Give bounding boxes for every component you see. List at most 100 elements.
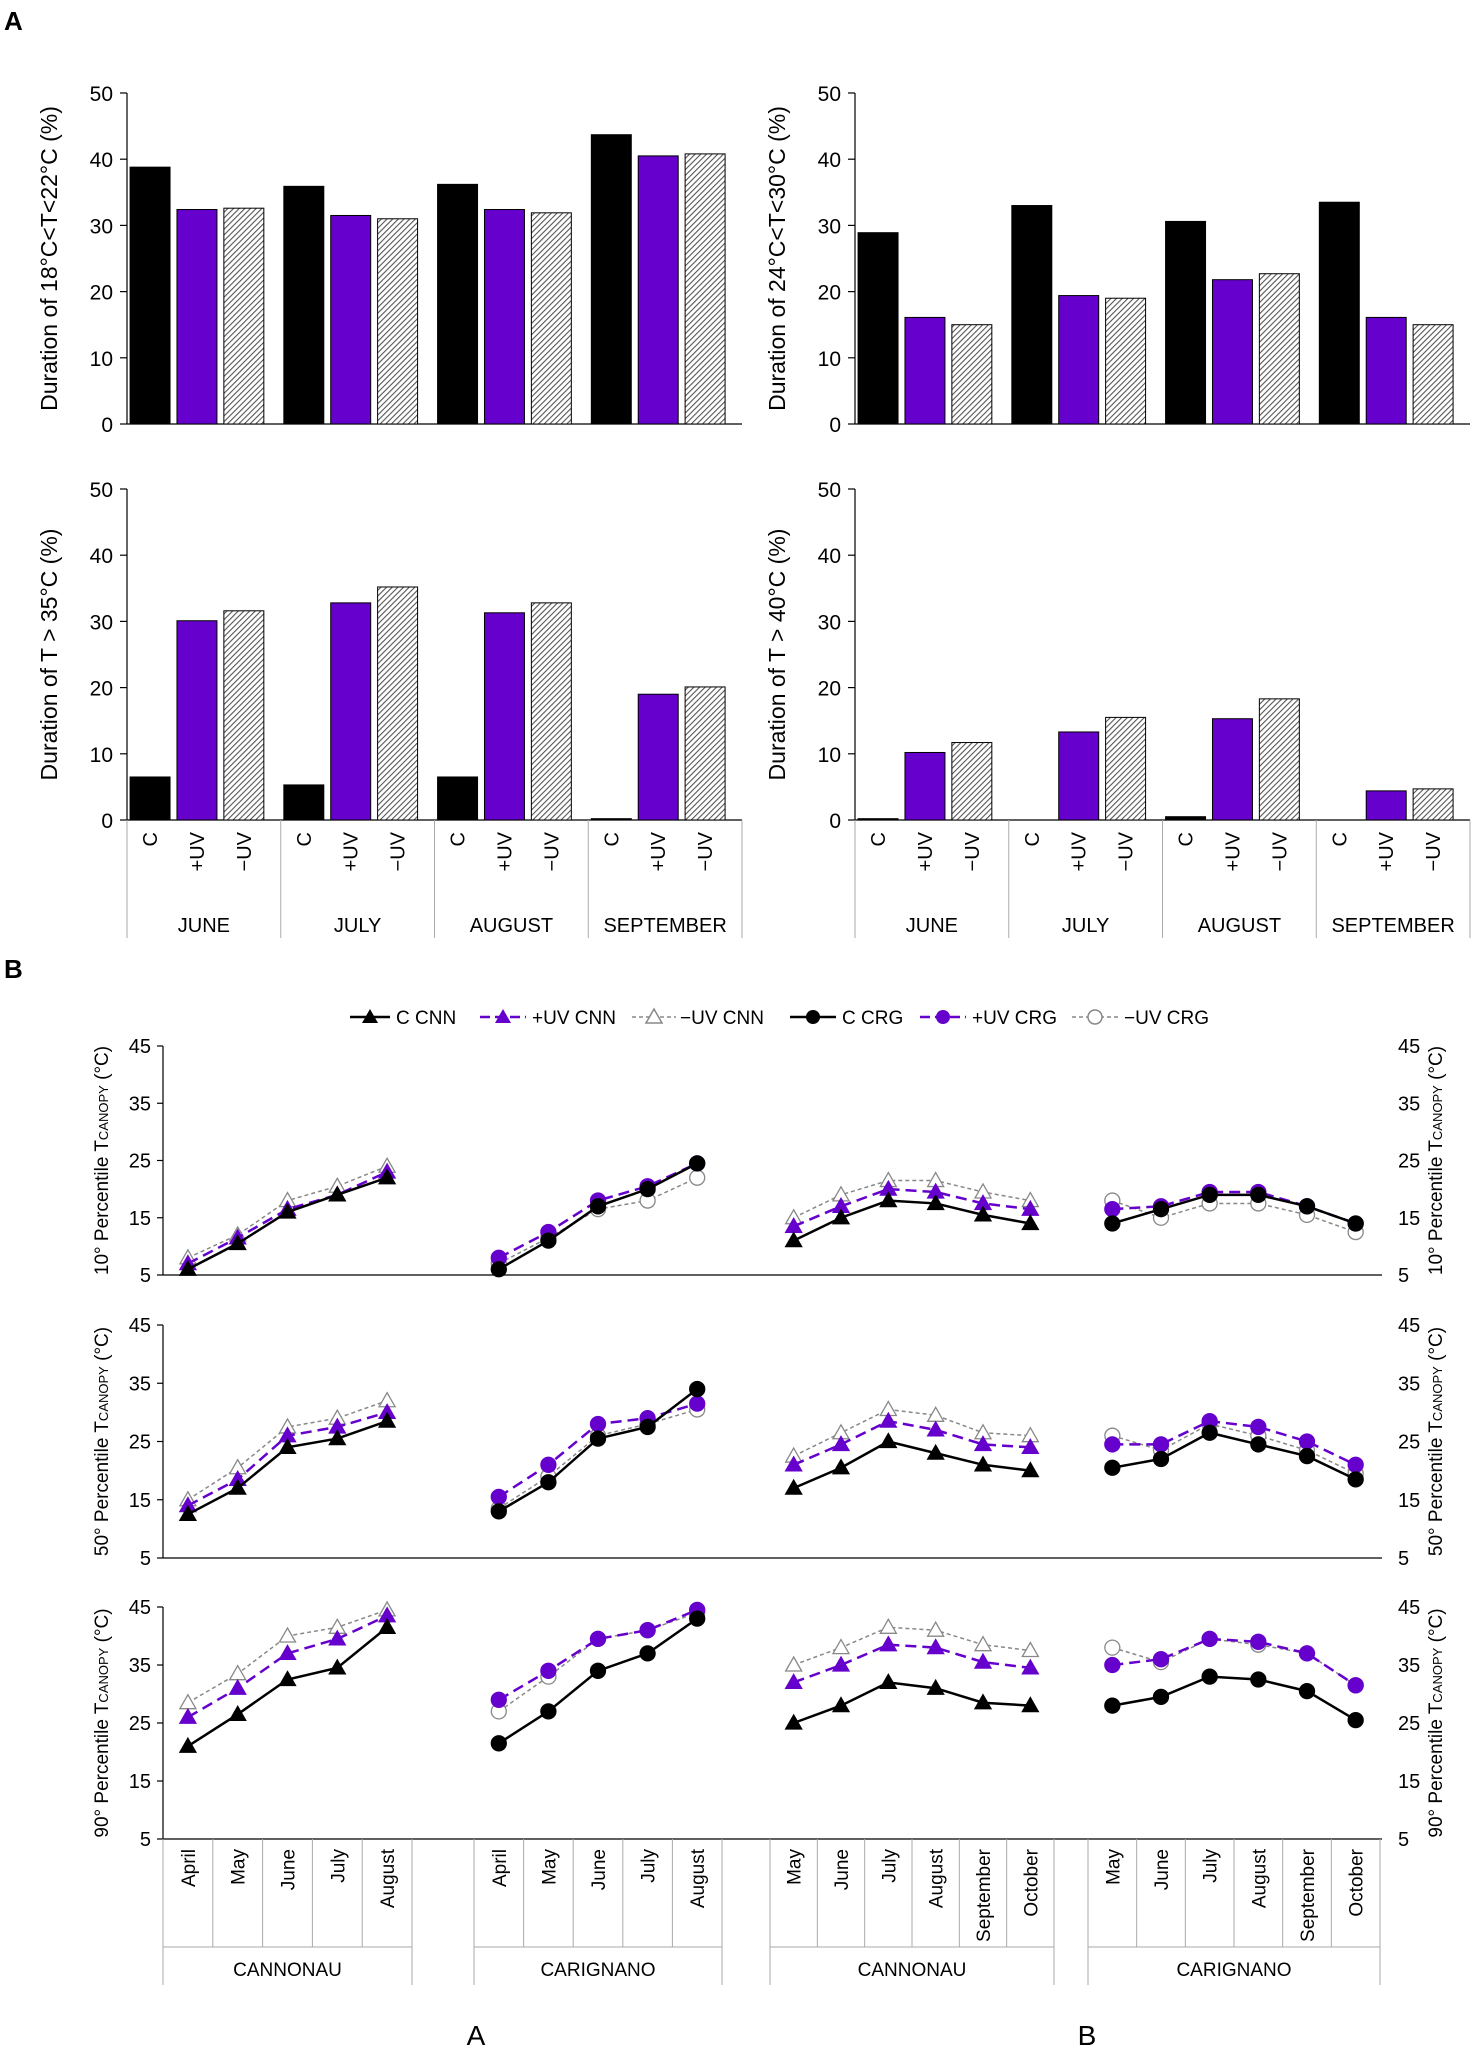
series-line-a-carignano-c: [498, 1388, 698, 1513]
point-a-carignano-c-july: [639, 1645, 656, 1662]
point-a-cannonau-c-april: [178, 1736, 198, 1753]
point-a-cannonau-minus-uv-june: [278, 1626, 297, 1643]
month-tick-may: May: [229, 1849, 250, 1885]
month-tick-august: August: [927, 1848, 948, 1908]
bar-september-c: [590, 134, 632, 425]
bar-september-plus-uv: [1365, 790, 1407, 821]
y-tick-label-left: 15: [129, 1490, 151, 1512]
treatment-label: C: [868, 832, 890, 846]
month-label-june: JUNE: [178, 915, 230, 937]
y-tick-label-right: 15: [1398, 1771, 1420, 1793]
y-axis-title: Duration of 24°C<T<30°C (%): [764, 106, 790, 411]
bar-june-minus-uv: [223, 207, 265, 425]
point-a-cannonau-c-may: [228, 1704, 247, 1721]
point-a-carignano-c-august: [689, 1610, 706, 1627]
point-a-carignano-plus-uv-july: [639, 1622, 656, 1639]
series-line-b-carignano-plus-uv: [1112, 1419, 1357, 1466]
y-tick-label-right: 45: [1398, 1036, 1420, 1058]
bar-june-c: [129, 776, 171, 821]
bar-august-plus-uv: [483, 612, 525, 821]
treatment-label: −UV: [388, 831, 410, 871]
month-tick-july: July: [879, 1849, 900, 1883]
bar-june-plus-uv: [176, 620, 218, 821]
y-tick-label: 0: [829, 810, 841, 833]
point-a-carignano-c-april: [490, 1261, 507, 1278]
point-a-carignano-plus-uv-may: [540, 1662, 557, 1679]
y-tick-label-right: 5: [1398, 1548, 1409, 1570]
series-line-b-cannonau-c: [793, 1199, 1031, 1242]
point-a-carignano-plus-uv-may: [540, 1456, 557, 1473]
y-tick-label-right: 25: [1398, 1713, 1420, 1735]
y-tick-label: 10: [818, 348, 841, 371]
point-b-cannonau-c-august: [926, 1443, 945, 1460]
legend-entry-uvp-cnn: +UV CNN: [480, 1008, 616, 1029]
line-chart-b-p10: 5 5 15 15 25 25 35 35 45 45 10° Percentile TCANOPY…: [92, 1036, 1447, 1287]
month-tick-august: August: [378, 1848, 399, 1908]
bar-june-c: [857, 818, 899, 821]
point-b-cannonau-c-june: [831, 1208, 851, 1225]
month-tick-june: June: [279, 1849, 300, 1890]
point-b-cannonau-c-august: [926, 1678, 945, 1695]
legend-marker-uvm-crg: [1087, 1009, 1103, 1025]
bar-august-plus-uv: [483, 209, 525, 425]
sub-label-a: A: [467, 2020, 486, 2051]
point-b-cannonau-plus-uv-may: [784, 1455, 803, 1472]
bar-chart-a-bl: 0 10 20 30 40 50 Duration of T > 35°C (%) C +UV −…: [36, 479, 743, 938]
y-tick-label: 20: [818, 678, 841, 701]
month-tick-october: October: [1021, 1848, 1042, 1916]
point-a-cannonau-plus-uv-april: [178, 1707, 198, 1724]
point-b-cannonau-minus-uv-october: [1021, 1641, 1040, 1658]
bar-august-minus-uv: [1258, 273, 1300, 425]
y-tick-label: 40: [90, 149, 113, 172]
line-charts: 5 5 15 15 25 25 35 35 45 45 10° Percentile TCANOPY…: [92, 1036, 1447, 1985]
y-tick-label-left: 15: [129, 1771, 151, 1793]
month-tick-may: May: [1103, 1849, 1124, 1885]
y-tick-label: 30: [90, 611, 113, 634]
point-b-cannonau-c-october: [1021, 1214, 1040, 1231]
point-b-cannonau-minus-uv-june: [831, 1638, 851, 1655]
legend-label-uvp-cnn: +UV CNN: [532, 1008, 616, 1029]
bar-august-plus-uv: [1211, 279, 1253, 425]
point-a-cannonau-c-june: [278, 1202, 297, 1219]
point-a-cannonau-c-june: [278, 1438, 297, 1454]
point-a-cannonau-minus-uv-april: [178, 1693, 198, 1710]
point-b-carignano-plus-uv-may: [1104, 1201, 1121, 1218]
y-tick-label: 20: [90, 282, 113, 305]
series-line-a-carignano-minus-uv: [498, 1612, 698, 1713]
point-a-cannonau-c-may: [228, 1234, 247, 1251]
y-tick-label: 20: [90, 678, 113, 701]
point-a-cannonau-c-july: [328, 1658, 347, 1675]
treatment-label: C: [1329, 832, 1351, 846]
bar-july-minus-uv: [377, 218, 419, 425]
month-tick-september: September: [974, 1848, 995, 1942]
month-label-september: SEPTEMBER: [603, 915, 726, 937]
point-b-carignano-c-may: [1104, 1459, 1121, 1476]
y-tick-label-right: 15: [1398, 1490, 1420, 1512]
month-tick-july: July: [328, 1849, 349, 1883]
bar-july-minus-uv: [1105, 716, 1147, 821]
y-tick-label: 10: [90, 348, 113, 371]
point-a-carignano-plus-uv-august: [689, 1395, 706, 1412]
legend-marker-c-crg: [806, 1010, 820, 1024]
bar-september-minus-uv: [684, 686, 726, 821]
bar-june-minus-uv: [951, 742, 993, 821]
y-tick-label-left: 45: [129, 1315, 151, 1337]
point-b-carignano-c-september: [1298, 1447, 1316, 1465]
legend-entry-uvm-cnn: −UV CNN: [632, 1007, 764, 1029]
series-line-b-carignano-minus-uv: [1112, 1423, 1356, 1475]
legend-label-uvm-crg: −UV CRG: [1124, 1008, 1209, 1029]
bar-july-plus-uv: [330, 214, 372, 425]
y-tick-label-left: 35: [129, 1373, 151, 1395]
y-tick-label: 30: [818, 611, 841, 634]
point-b-cannonau-c-may: [784, 1231, 803, 1248]
point-b-cannonau-c-september: [973, 1693, 993, 1710]
month-tick-may: May: [785, 1849, 806, 1885]
point-b-cannonau-plus-uv-september: [973, 1435, 993, 1452]
treatment-label: C: [140, 832, 162, 846]
bar-july-minus-uv: [377, 586, 419, 821]
legend-marker-uvm-cnn: [644, 1007, 664, 1024]
treatment-label: +UV: [648, 831, 670, 871]
bar-august-c: [437, 776, 479, 821]
point-a-carignano-c-may: [540, 1703, 557, 1720]
bar-june-minus-uv: [223, 610, 265, 821]
